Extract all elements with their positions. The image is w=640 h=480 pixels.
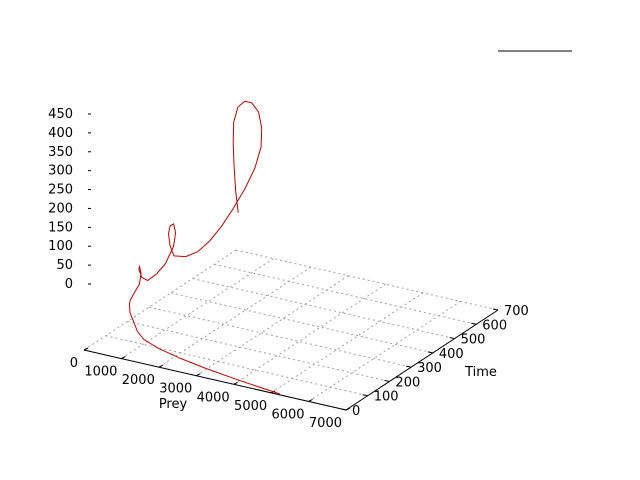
grid-line-y — [192, 278, 455, 340]
x-tick-mark — [233, 381, 238, 385]
z-tick-label: 150 — [48, 220, 73, 235]
grid-line-y — [235, 249, 499, 311]
y-tick-label: 400 — [439, 347, 464, 362]
y-axis-label: Time — [464, 365, 497, 380]
axis-layer: 0100020003000400050006000700001002003004… — [48, 107, 529, 431]
y-tick-mark — [340, 408, 347, 411]
x-tick-mark — [196, 373, 201, 377]
y-tick-label: 0 — [352, 404, 360, 419]
y-tick-label: 200 — [395, 375, 420, 390]
y-tick-label: 700 — [504, 304, 529, 319]
z-tick-label: 450 — [48, 107, 73, 122]
y-tick-label: 100 — [374, 390, 399, 405]
label-layer: Prey Time — [159, 365, 497, 412]
grid-line-x — [158, 266, 312, 368]
x-tick-label: 6000 — [271, 407, 304, 422]
y-tick-label: 300 — [417, 361, 442, 376]
y-tick-mark — [492, 308, 499, 311]
grid-line-x — [196, 275, 349, 377]
x-tick-label: 3000 — [159, 382, 192, 397]
grid-line-x — [121, 258, 274, 359]
y-tick-label: 500 — [461, 333, 486, 348]
z-tick-label: 100 — [48, 239, 73, 254]
grid-line-x — [270, 292, 424, 394]
y-axis-line — [345, 309, 499, 411]
x-axis-label: Prey — [159, 397, 188, 412]
series-line — [128, 100, 280, 395]
x-tick-label: 5000 — [234, 399, 267, 414]
grid-line-x — [83, 249, 237, 351]
x-tick-mark — [83, 347, 89, 351]
z-tick-label: 400 — [48, 126, 73, 141]
grid-line-x — [308, 301, 461, 402]
z-tick-label: 50 — [56, 258, 73, 273]
series-layer — [128, 100, 280, 395]
x-tick-label: 4000 — [197, 390, 230, 405]
x-tick-label: 2000 — [122, 373, 155, 388]
x-tick-label: 0 — [70, 356, 78, 371]
z-tick-label: 0 — [65, 277, 73, 292]
z-tick-label: 300 — [48, 164, 73, 179]
y-tick-mark — [427, 351, 433, 354]
y-tick-mark — [362, 394, 368, 397]
grid-line-y — [127, 320, 390, 382]
x-axis-line — [83, 349, 347, 411]
y-tick-mark — [384, 379, 390, 382]
grid-line-x — [233, 283, 386, 385]
x-tick-mark — [158, 364, 164, 368]
z-tick-label: 200 — [48, 201, 73, 216]
grid-line-y — [214, 263, 477, 325]
x-tick-mark — [308, 398, 313, 402]
z-tick-label: 350 — [48, 145, 73, 160]
y-tick-label: 600 — [482, 318, 507, 333]
z-tick-label: 250 — [48, 183, 73, 198]
x-tick-mark — [121, 356, 126, 360]
y-tick-mark — [449, 337, 455, 340]
grid-line-y — [149, 306, 412, 368]
x-tick-mark — [345, 407, 351, 411]
x-tick-label: 1000 — [84, 365, 117, 380]
y-tick-mark — [406, 365, 412, 368]
grid-line-y — [170, 292, 433, 354]
y-tick-mark — [471, 322, 477, 325]
x-tick-label: 7000 — [309, 416, 342, 431]
